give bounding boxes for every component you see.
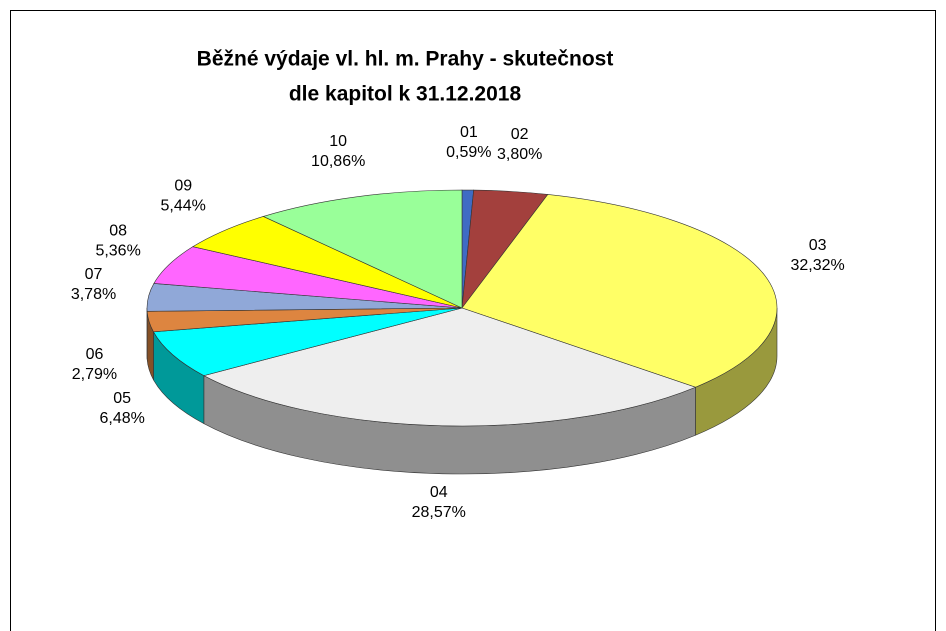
slice-label: 0,59% bbox=[446, 144, 491, 161]
chart-title: Běžné výdaje vl. hl. m. Prahy - skutečno… bbox=[197, 48, 614, 71]
pie bbox=[146, 189, 778, 475]
slice-category: 10 bbox=[329, 133, 347, 150]
slice-label: 2,79% bbox=[72, 366, 117, 383]
slice bbox=[262, 189, 463, 309]
slice-label: 5,36% bbox=[95, 243, 140, 260]
slice-category: 05 bbox=[113, 390, 131, 407]
chart-title: dle kapitol k 31.12.2018 bbox=[289, 83, 522, 106]
slice-label: 3,80% bbox=[497, 146, 542, 163]
slice bbox=[461, 194, 778, 388]
slice-category: 01 bbox=[460, 124, 478, 141]
slice bbox=[152, 307, 463, 376]
slice-label: 6,48% bbox=[99, 410, 144, 427]
slice-label: 10,86% bbox=[311, 153, 365, 170]
slice-category: 09 bbox=[174, 178, 192, 195]
chart-frame bbox=[10, 10, 936, 631]
slice-category: 03 bbox=[809, 237, 827, 254]
slice-category: 02 bbox=[511, 126, 529, 143]
slice-category: 07 bbox=[85, 266, 103, 283]
slice-label: 28,57% bbox=[412, 504, 466, 521]
slice-category: 08 bbox=[109, 223, 127, 240]
slice-label: 5,44% bbox=[161, 198, 206, 215]
slice-category: 04 bbox=[430, 484, 448, 501]
slice-category: 06 bbox=[86, 346, 104, 363]
slice-label: 32,32% bbox=[791, 257, 845, 274]
slice bbox=[203, 307, 697, 427]
slice-label: 3,78% bbox=[71, 286, 116, 303]
